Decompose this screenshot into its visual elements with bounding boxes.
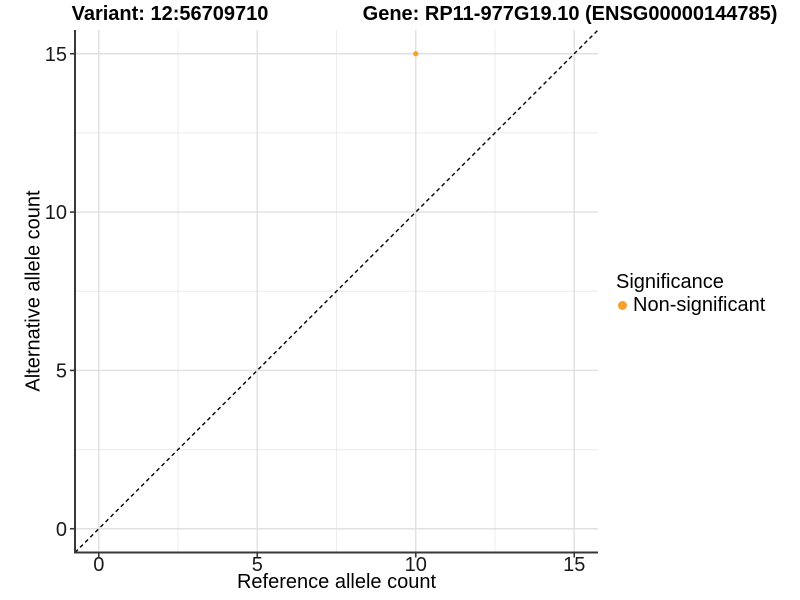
data-point <box>413 51 419 57</box>
legend: Significance Non-significant <box>616 271 765 317</box>
x-tick-label: 0 <box>93 554 104 576</box>
identity-dashed-line <box>74 29 599 553</box>
variant-title: Variant: 12:56709710 <box>71 3 269 25</box>
x-axis-title: Reference allele count <box>236 571 436 593</box>
x-tick-label: 5 <box>252 554 263 576</box>
legend-title: Significance <box>616 271 724 293</box>
legend-item-non-significant: Non-significant <box>616 294 765 317</box>
legend-label: Non-significant <box>633 294 766 316</box>
y-tick-label: 15 <box>45 44 67 66</box>
x-tick-label: 10 <box>405 554 427 576</box>
y-tick-label: 0 <box>56 519 67 541</box>
x-tick-label: 15 <box>563 554 585 576</box>
y-axis-title: Alternative allele count <box>22 190 45 392</box>
gene-title: Gene: RP11-977G19.10 (ENSG00000144785) <box>362 3 778 25</box>
legend-point-icon <box>618 301 627 310</box>
y-tick-label: 10 <box>45 202 67 224</box>
y-tick-label: 5 <box>56 360 67 382</box>
